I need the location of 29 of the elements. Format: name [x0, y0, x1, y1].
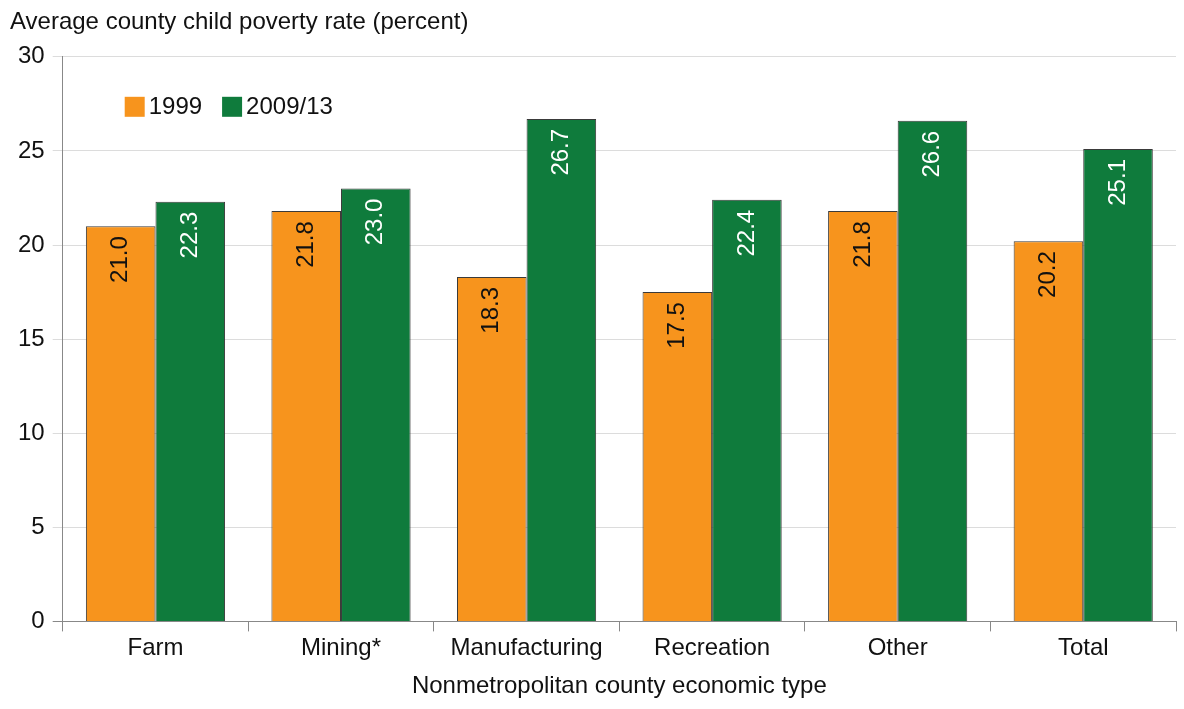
- legend-label: 1999: [148, 92, 203, 120]
- x-tick-label: Recreation: [654, 633, 771, 661]
- y-tick-label: 20: [17, 229, 45, 257]
- x-tick-label: Farm: [127, 633, 184, 661]
- data-label: 21.8: [847, 221, 875, 268]
- y-tick-label: 15: [17, 323, 45, 351]
- y-tick-label: 25: [17, 135, 45, 163]
- x-tick-label: Manufacturing: [450, 633, 603, 661]
- y-tick-label: 0: [31, 606, 45, 634]
- x-axis-title: Nonmetropolitan county economic type: [411, 671, 827, 699]
- y-tick-label: 5: [31, 511, 45, 539]
- data-label: 18.3: [476, 286, 504, 334]
- y-axis-title: Average county child poverty rate (percent): [10, 7, 469, 35]
- data-label: 22.3: [174, 211, 202, 259]
- x-tick-label: Mining*: [301, 633, 382, 661]
- data-label: 25.1: [1102, 159, 1130, 206]
- y-tick-label: 30: [17, 41, 45, 69]
- y-tick-label: 10: [17, 417, 45, 445]
- data-label: 21.0: [105, 236, 133, 283]
- data-label: 26.6: [917, 130, 945, 178]
- x-tick-label: Total: [1057, 633, 1109, 661]
- x-tick-label: Other: [867, 633, 928, 661]
- data-label: 17.5: [661, 302, 689, 349]
- data-label: 21.8: [290, 221, 318, 268]
- legend-label: 2009/13: [246, 92, 333, 120]
- data-label: 20.2: [1033, 251, 1061, 298]
- data-label: 22.4: [731, 209, 759, 257]
- data-label: 26.7: [545, 128, 573, 176]
- data-label: 23.0: [360, 198, 388, 246]
